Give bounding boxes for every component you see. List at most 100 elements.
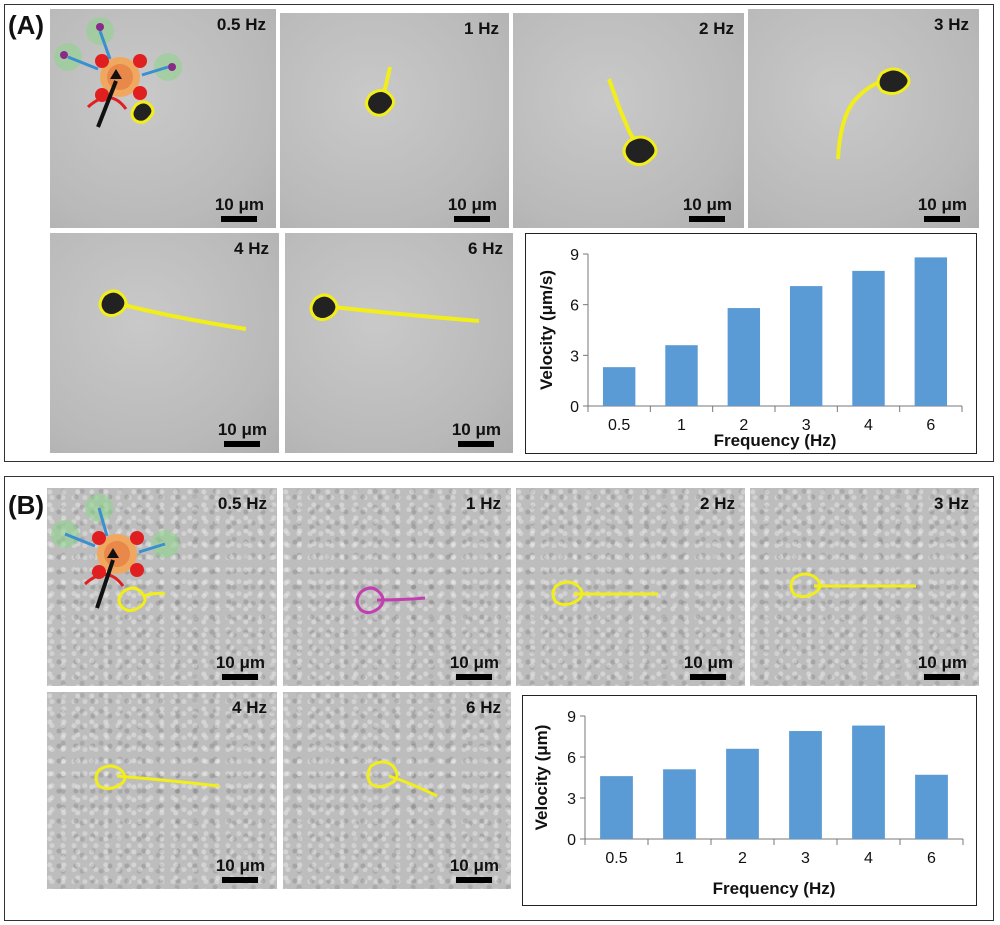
- y-tick-label: 0: [570, 399, 579, 416]
- bar-1: [665, 345, 698, 406]
- x-tick-label: 6: [927, 850, 936, 867]
- frequency-label: 6 Hz: [468, 239, 503, 258]
- scale-line: [224, 441, 261, 447]
- micro-illustration: [355, 586, 426, 615]
- bar-3: [789, 731, 822, 839]
- x-axis-title: Frequency (Hz): [714, 431, 837, 450]
- micro-illustration: [836, 67, 911, 160]
- bar-6: [914, 257, 948, 406]
- micro-illustration: [366, 760, 438, 798]
- x-tick-label: 2: [738, 850, 747, 867]
- y-tick-label: 3: [567, 791, 576, 808]
- scale-line: [222, 877, 259, 883]
- scale-line: [456, 674, 493, 680]
- x-tick-label: 4: [864, 850, 873, 867]
- scale-label: 10 μm: [217, 420, 267, 439]
- panel-b-label: (B): [8, 490, 45, 520]
- scale-line: [221, 216, 258, 222]
- frequency-label: 0.5 Hz: [217, 494, 267, 513]
- scale-bar: 10 μm: [448, 195, 497, 222]
- y-axis-title: Velocity (μm/s): [537, 270, 556, 390]
- scale-bar: 10 μm: [683, 195, 732, 222]
- velocity-chart-a: 0 3 6 9 0.5 1 2 3 4 6 Frequency (Hz) Velocity (μm/s…: [537, 247, 963, 450]
- scale-bar: 10 μm: [216, 653, 265, 680]
- scale-label: 10 μm: [215, 856, 265, 875]
- micro-illustration: [309, 293, 480, 323]
- y-tick-label: 9: [570, 247, 579, 264]
- micrograph-a-0-5hz: 0.5 Hz 10 μm: [50, 9, 276, 228]
- scale-bar: 10 μm: [215, 195, 264, 222]
- scale-label: 10 μm: [215, 653, 265, 672]
- x-tick-label: 4: [864, 417, 873, 434]
- x-tick-label: 1: [677, 417, 686, 434]
- chart-a-box: 0 3 6 9 0.5 1 2 3 4 6 Frequency (Hz) Velocity (μm/s…: [525, 233, 977, 454]
- y-tick-label: 6: [567, 750, 576, 767]
- micrograph-b-1hz: 1 Hz 10 μm: [283, 488, 511, 686]
- micrograph-a-2hz: 2 Hz 10 μm: [513, 13, 744, 228]
- scale-label: 10 μm: [449, 856, 499, 875]
- frequency-label: 3 Hz: [934, 15, 969, 34]
- scale-line: [222, 674, 259, 680]
- bar-0-5: [600, 776, 633, 839]
- y-tick-label: 0: [567, 832, 576, 849]
- scale-label: 10 μm: [917, 653, 967, 672]
- x-tick-label: 3: [801, 850, 810, 867]
- scale-label: 10 μm: [447, 195, 497, 214]
- velocity-chart-b: 0 3 6 9 0.5 1 2 3 4 6 Frequency (Hz) Velocity (μm): [532, 709, 964, 898]
- y-tick-label: 9: [567, 709, 576, 726]
- x-tick-label: 0.5: [605, 850, 627, 867]
- micro-illustration: [607, 78, 658, 166]
- x-tick-label: 2: [739, 417, 748, 434]
- micrograph-a-3hz: 3 Hz 10 μm: [748, 9, 979, 228]
- frequency-label: 6 Hz: [466, 698, 501, 717]
- micro-illustration: [551, 580, 658, 607]
- scale-bar: 10 μm: [218, 420, 267, 447]
- scale-line: [924, 216, 961, 222]
- bar-0-5: [602, 367, 636, 406]
- scale-bar: 10 μm: [452, 420, 501, 447]
- x-tick-label: 0.5: [608, 417, 630, 434]
- bar-2: [726, 748, 759, 839]
- scale-label: 10 μm: [214, 195, 264, 214]
- bar-1: [663, 769, 696, 839]
- bar-6: [915, 774, 948, 839]
- scale-label: 10 μm: [451, 420, 501, 439]
- micro-illustration: [98, 289, 247, 331]
- nanomotor-schematic: [54, 17, 182, 128]
- micro-illustration: [54, 17, 182, 128]
- scale-line: [689, 216, 726, 222]
- panel-a-label: (A): [8, 10, 45, 40]
- scale-bar: 10 μm: [918, 653, 967, 680]
- scale-label: 10 μm: [449, 653, 499, 672]
- x-tick-label: 6: [926, 417, 935, 434]
- frequency-label: 4 Hz: [234, 239, 269, 258]
- micro-illustration: [365, 66, 395, 117]
- scale-bar: 10 μm: [450, 653, 499, 680]
- scale-line: [456, 877, 493, 883]
- micrograph-b-0-5hz: 0.5 Hz 10 μm: [47, 488, 277, 686]
- y-axis-title: Velocity (μm): [532, 725, 551, 831]
- scale-label: 10 μm: [917, 195, 967, 214]
- micrograph-b-4hz: 4 Hz 10 μm: [47, 692, 277, 889]
- x-axis-title: Frequency (Hz): [713, 879, 836, 898]
- frequency-label: 0.5 Hz: [216, 15, 266, 34]
- scale-label: 10 μm: [683, 653, 733, 672]
- micrograph-b-3hz: 3 Hz 10 μm: [750, 488, 979, 686]
- bar-2: [727, 308, 761, 406]
- micrograph-a-1hz: 1 Hz 10 μm: [280, 13, 509, 228]
- bar-3: [789, 286, 823, 406]
- micrograph-a-4hz: 4 Hz 10 μm: [50, 233, 279, 453]
- chart-b-box: 0 3 6 9 0.5 1 2 3 4 6 Frequency (Hz) Velocity (μm): [522, 695, 977, 906]
- scale-bar: 10 μm: [216, 856, 265, 883]
- frequency-label: 2 Hz: [699, 19, 734, 38]
- y-tick-label: 6: [570, 298, 579, 315]
- scale-line: [690, 674, 727, 680]
- micrograph-b-2hz: 2 Hz 10 μm: [516, 488, 745, 686]
- x-tick-label: 3: [802, 417, 811, 434]
- x-tick-label: 1: [675, 850, 684, 867]
- scale-bar: 10 μm: [918, 195, 967, 222]
- frequency-label: 2 Hz: [700, 494, 735, 513]
- scale-bar: 10 μm: [684, 653, 733, 680]
- micro-illustration: [789, 572, 916, 599]
- scale-line: [458, 441, 495, 447]
